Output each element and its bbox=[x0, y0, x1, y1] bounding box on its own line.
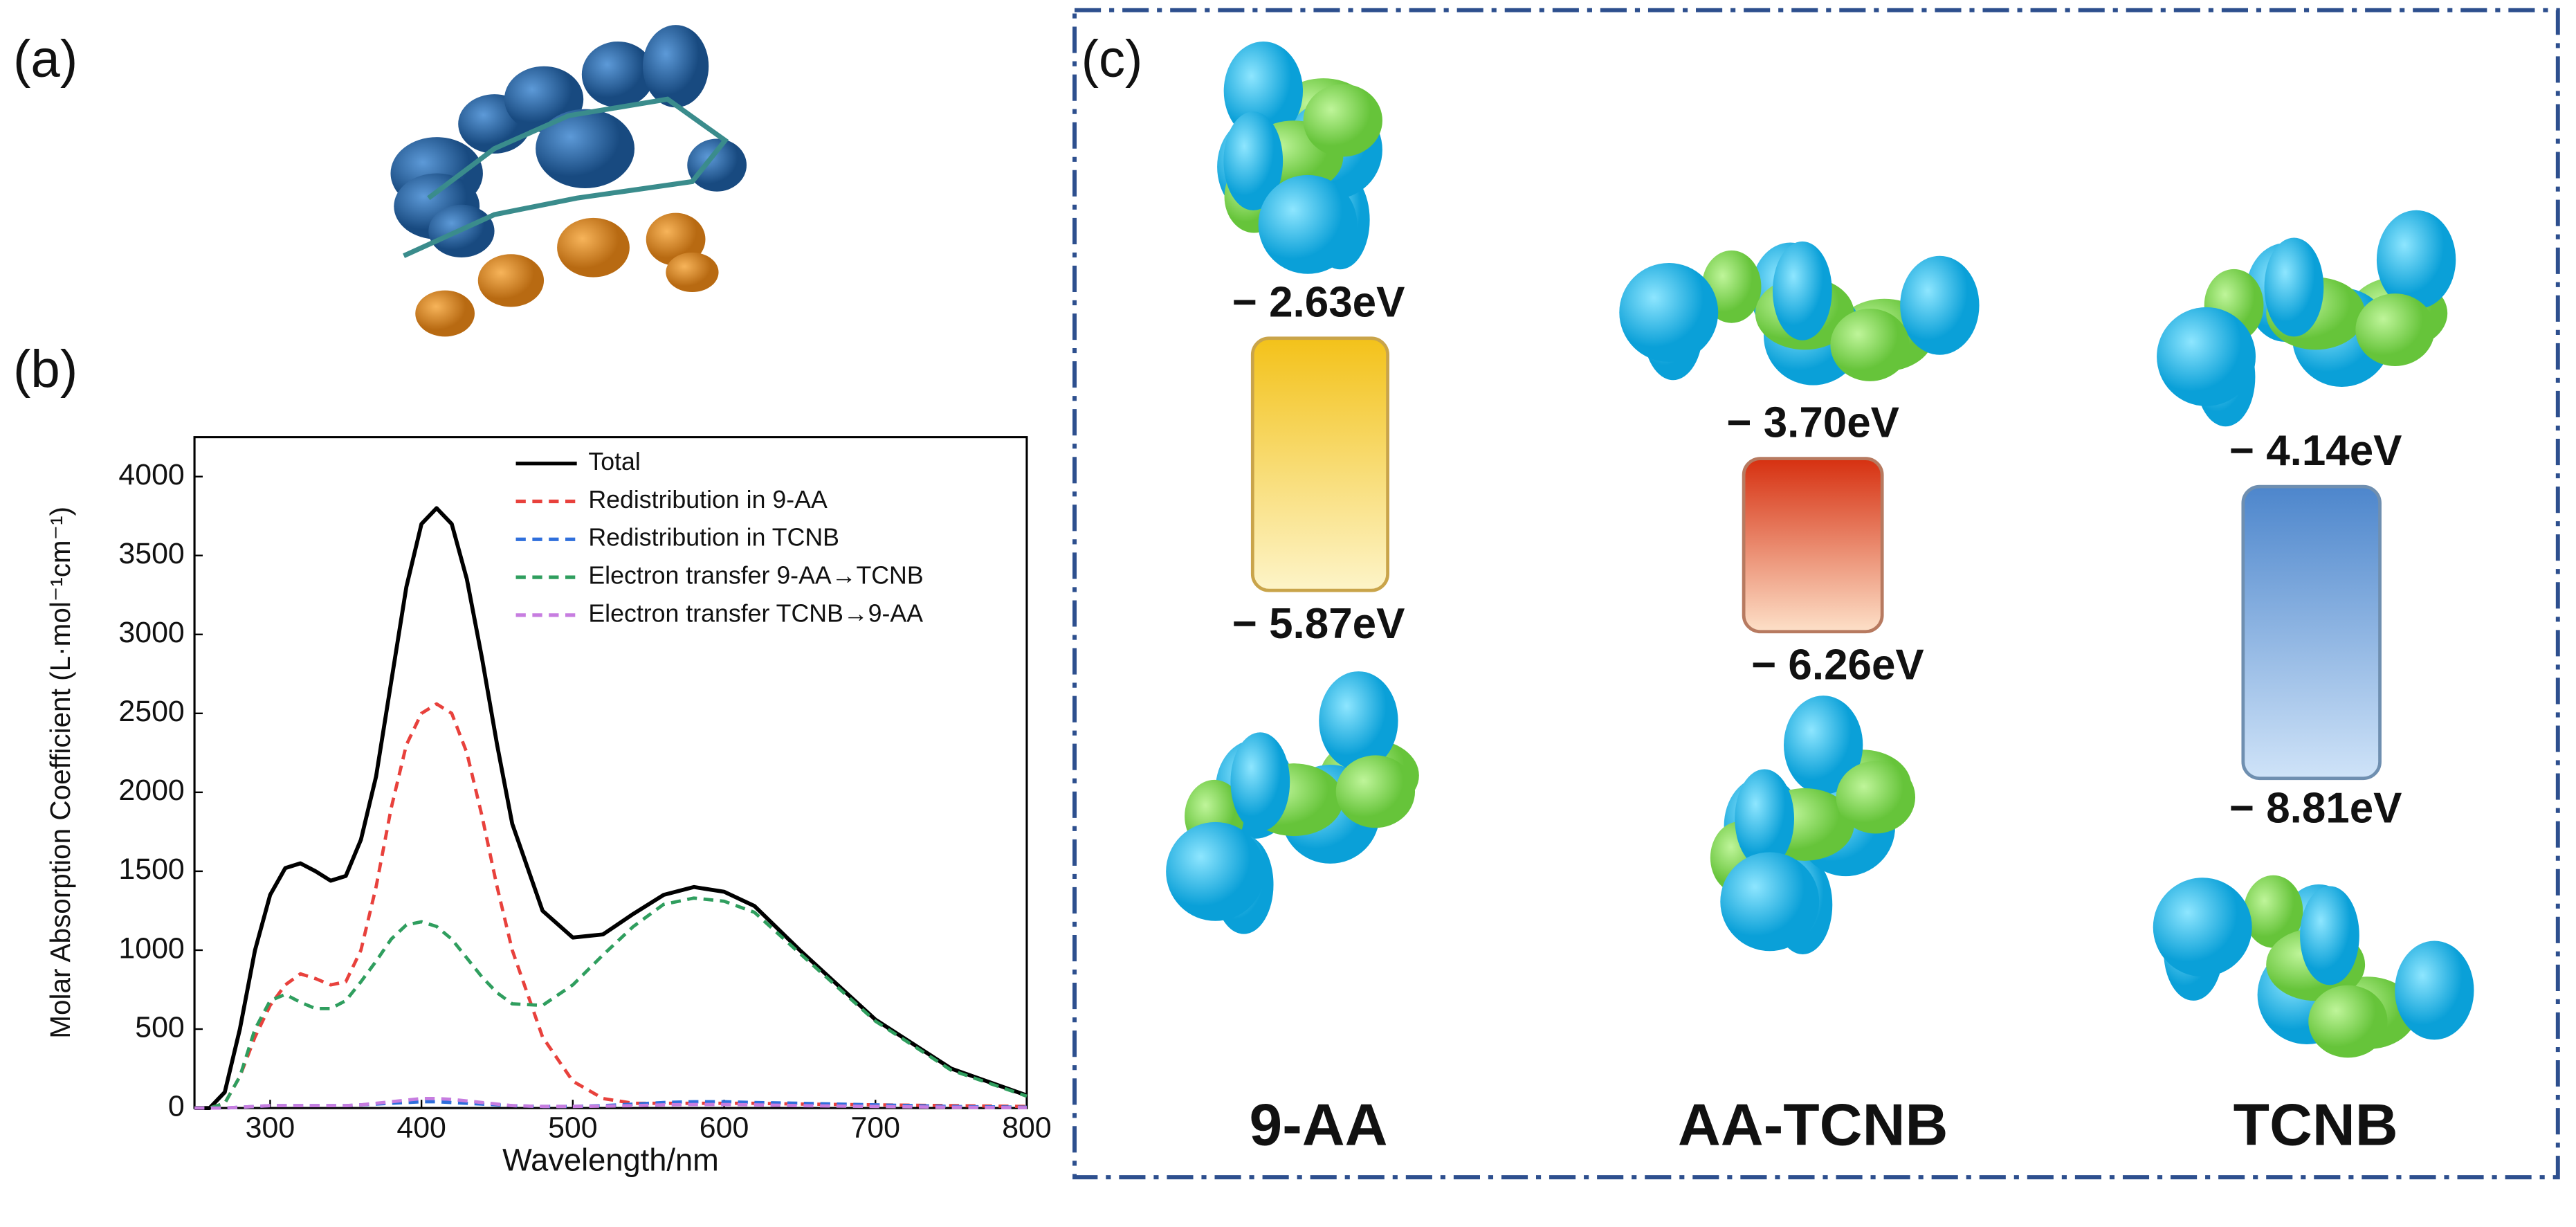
orbital-lobe bbox=[1619, 262, 1719, 362]
orbital-lobe bbox=[1230, 732, 1290, 832]
series-line bbox=[194, 896, 1027, 1110]
orbital-lobe bbox=[2300, 886, 2359, 985]
legend-label: Redistribution in TCNB bbox=[588, 524, 839, 552]
orbital-lobe bbox=[1900, 255, 1980, 355]
homo-energy: − 6.26eV bbox=[1751, 641, 1924, 689]
molecule-name: TCNB bbox=[2234, 1092, 2398, 1158]
orbital-lobe bbox=[581, 41, 655, 108]
y-tick-label: 3000 bbox=[118, 616, 184, 649]
bond-frame bbox=[403, 96, 729, 258]
orbital-lobe bbox=[687, 138, 747, 192]
orbital-lobe bbox=[2157, 307, 2256, 406]
orbital-lobe bbox=[557, 217, 630, 278]
panel-label: (c) bbox=[1081, 30, 1143, 89]
orbital-lobe bbox=[1830, 309, 1910, 381]
legend-label: Electron transfer TCNB→9-AA bbox=[588, 599, 923, 627]
panel-c-frame bbox=[1072, 8, 2560, 1180]
x-axis-label: Wavelength/nm bbox=[502, 1143, 719, 1178]
series-line bbox=[194, 702, 1027, 1110]
y-tick-label: 4000 bbox=[118, 458, 184, 491]
x-tick-label: 800 bbox=[1002, 1111, 1052, 1144]
series-line bbox=[194, 506, 1027, 1110]
y-tick-label: 0 bbox=[168, 1089, 185, 1123]
orbital-lobe bbox=[536, 109, 635, 188]
orbital-lobe bbox=[2243, 875, 2303, 948]
orbital-lobe bbox=[1836, 761, 1916, 834]
orbital-lobe bbox=[2153, 878, 2252, 977]
panel-label: (a) bbox=[13, 30, 77, 89]
orbital-lobe bbox=[477, 254, 545, 307]
orbital-lobe bbox=[2395, 940, 2474, 1040]
x-tick-label: 700 bbox=[850, 1111, 900, 1144]
orbital-lobe bbox=[2355, 293, 2435, 366]
x-tick-label: 300 bbox=[246, 1111, 295, 1144]
lumo-energy: − 3.70eV bbox=[1726, 399, 1899, 446]
orbital-lobe bbox=[2308, 985, 2388, 1058]
legend-label: Total bbox=[588, 448, 640, 475]
y-tick-label: 2000 bbox=[118, 774, 184, 807]
orbital-lobe bbox=[642, 25, 709, 108]
lumo-energy: − 4.14eV bbox=[2229, 427, 2402, 475]
y-axis-label: Molar Absorption Coefficient (L·mol⁻¹cm⁻… bbox=[44, 507, 76, 1039]
homo-energy: − 5.87eV bbox=[1232, 600, 1405, 648]
legend-label: Redistribution in 9-AA bbox=[588, 486, 828, 513]
homo-energy: − 8.81eV bbox=[2229, 785, 2402, 833]
lumo-energy: − 2.63eV bbox=[1232, 278, 1405, 326]
orbital-lobe bbox=[646, 212, 706, 266]
legend-label: Electron transfer 9-AA→TCNB bbox=[588, 562, 923, 590]
orbital-lobe bbox=[1303, 84, 1382, 157]
molecule-name: 9-AA bbox=[1250, 1092, 1388, 1158]
x-tick-label: 600 bbox=[700, 1111, 749, 1144]
x-tick-label: 500 bbox=[548, 1111, 598, 1144]
molecule-name: AA-TCNB bbox=[1678, 1092, 1948, 1158]
orbital-images bbox=[1166, 42, 2474, 1058]
orbital-lobe bbox=[2376, 210, 2456, 309]
orbital-lobe bbox=[1335, 755, 1416, 828]
orbital-lobe bbox=[1720, 852, 1820, 952]
plot-frame bbox=[193, 436, 1028, 1109]
y-tick-label: 1500 bbox=[118, 853, 184, 886]
orbital-lobe bbox=[666, 252, 719, 293]
orbital-lobe bbox=[1319, 671, 1398, 770]
orbital-lobe bbox=[1772, 241, 1832, 340]
gap-bar bbox=[1742, 457, 1884, 634]
y-tick-label: 2500 bbox=[118, 695, 184, 728]
molecule-a bbox=[390, 25, 747, 337]
y-tick-label: 3500 bbox=[118, 537, 184, 570]
orbital-lobe bbox=[1166, 821, 1266, 921]
orbital-lobe bbox=[1223, 111, 1284, 211]
series-line bbox=[194, 1097, 1027, 1110]
orbital-lobe bbox=[1735, 769, 1794, 869]
x-tick-label: 400 bbox=[396, 1111, 446, 1144]
y-tick-label: 500 bbox=[135, 1010, 185, 1044]
orbital-lobe bbox=[415, 290, 475, 337]
y-tick-label: 1000 bbox=[118, 931, 184, 965]
orbital-lobe bbox=[1783, 696, 1863, 795]
gap-bar bbox=[2241, 484, 2382, 781]
gap-bar bbox=[1250, 336, 1389, 592]
panel-label: (b) bbox=[13, 340, 77, 399]
orbital-lobe bbox=[1258, 174, 1358, 274]
orbital-lobe bbox=[2264, 237, 2324, 337]
